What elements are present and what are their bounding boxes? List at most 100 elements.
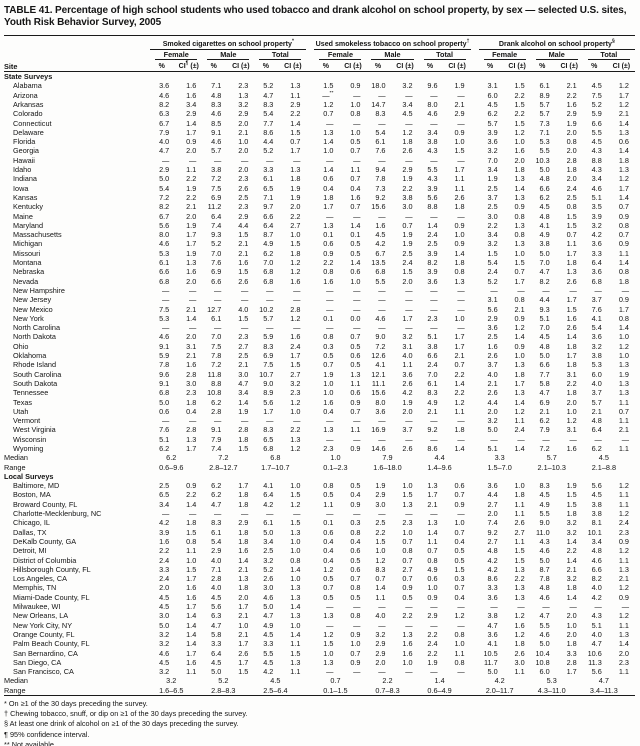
column-gap <box>471 425 479 434</box>
value-cell: 1.7 <box>566 667 577 677</box>
value-cell: 1.0 <box>350 127 361 137</box>
value-cell: 0.8 <box>323 267 334 277</box>
value-cell: 5.3 <box>546 676 557 686</box>
value-cell: 11.3 <box>588 657 602 667</box>
value-cell: — <box>353 295 361 305</box>
value-cell: 2.2 <box>427 648 438 658</box>
value-cell: 5.8 <box>211 629 222 639</box>
value-cell: 1.3 <box>323 425 334 435</box>
value-cell: 3.7 <box>591 388 602 398</box>
value-cell: 0.0 <box>350 313 361 323</box>
column-gap <box>306 490 314 499</box>
value-cell: 4.5 <box>539 202 550 212</box>
value-cell: 4.7 <box>159 146 170 156</box>
value-cell: 0.9 <box>186 481 197 491</box>
value-cell: 1.3 <box>618 564 629 574</box>
value-cell: — <box>490 434 498 444</box>
value-cell: 5.0 <box>487 667 498 677</box>
value-cell: 12.7 <box>207 304 222 314</box>
value-cell: 2.5 <box>487 183 498 193</box>
value-cell: 2.2 <box>487 220 498 230</box>
value-cell: 7.5 <box>159 304 170 314</box>
value-cell: 2.6 <box>402 443 413 453</box>
column-gap <box>306 128 314 137</box>
value-cell: 8.8 <box>427 202 438 212</box>
value-cell: 0.8 <box>514 211 525 221</box>
value-cell: 10.5 <box>483 648 498 658</box>
value-cell: 4.8 <box>539 341 550 351</box>
column-gap <box>306 184 314 193</box>
value-cell: 6.4 <box>263 220 274 230</box>
site-label: Massachusetts <box>13 230 62 240</box>
value-cell: 1.4 <box>454 248 465 258</box>
value-cell: 0.6 <box>427 574 438 584</box>
value-cell: 3.2 <box>263 555 274 565</box>
value-cell: 2.5 <box>238 351 249 361</box>
column-gap <box>306 574 314 583</box>
table-row: Indiana 5.0 2.2 7.2 2.3 6.1 1.8 0.6 0.7 7.8 1.9 4.3… <box>4 174 635 183</box>
column-gap <box>471 444 479 453</box>
value-cell: 2.2 <box>290 425 301 435</box>
value-cell: — <box>542 434 550 444</box>
value-cell: 6.0 <box>591 369 602 379</box>
value-cell: 1.2 <box>514 323 525 333</box>
value-cell: 2.6 <box>402 378 413 388</box>
value-cell: 1.3 <box>427 481 438 491</box>
value-cell: 4.9 <box>539 499 550 509</box>
column-gap <box>306 239 314 248</box>
column-gap <box>471 370 479 379</box>
column-gap <box>306 500 314 509</box>
value-cell: 3.2 <box>487 416 498 426</box>
value-cell: 4.5 <box>487 100 498 109</box>
value-cell: 6.2 <box>539 416 550 426</box>
value-cell: 6.1 <box>159 258 170 268</box>
value-cell: 1.8 <box>238 499 249 509</box>
value-cell: — <box>353 602 361 612</box>
value-cell: — <box>405 285 413 295</box>
value-cell: 0.7 <box>618 202 629 212</box>
value-cell: 1.0 <box>323 378 334 388</box>
value-cell: 0.9 <box>618 592 629 602</box>
value-cell: 2.1–10.3 <box>537 462 566 472</box>
value-cell: 3.2 <box>487 146 498 156</box>
value-cell: — <box>457 602 465 612</box>
value-cell: 2.6 <box>566 323 577 333</box>
value-cell: 1.4 <box>323 137 334 147</box>
site-label: New Orleans, LA <box>13 611 69 621</box>
value-cell: 1.9 <box>566 118 577 128</box>
value-cell: 1.5 <box>402 490 413 500</box>
site-label: Range <box>4 462 26 472</box>
value-cell: — <box>594 285 602 295</box>
value-cell: 3.6 <box>487 137 498 147</box>
value-cell: 1.0 <box>618 351 629 361</box>
value-cell: 3.4 <box>487 230 498 240</box>
value-cell: 7.8 <box>375 174 386 184</box>
value-cell: 6.7 <box>159 118 170 128</box>
value-cell: 6.8 <box>263 267 274 277</box>
value-cell: 2.7 <box>487 536 498 546</box>
value-cell: 1.8 <box>514 369 525 379</box>
value-cell: 2.0 <box>566 397 577 407</box>
value-cell: 7.2 <box>218 453 229 463</box>
value-cell: 0.5 <box>350 137 361 147</box>
value-cell: 7.3 <box>539 118 550 128</box>
column-gap <box>306 676 314 685</box>
value-cell: 1.0 <box>330 453 341 463</box>
table-row: Memphis, TN 2.0 1.6 4.0 1.8 3.0 1.3 0.7 0.8 1.4 0.… <box>4 583 635 592</box>
value-cell: 6.7 <box>375 248 386 258</box>
value-cell: 1.7 <box>514 378 525 388</box>
value-cell: — <box>266 509 274 519</box>
value-cell: 5.0 <box>211 667 222 677</box>
value-cell: 2.0 <box>402 406 413 416</box>
value-cell: 1.0 <box>402 481 413 491</box>
table-row: Michigan 4.6 1.7 5.2 2.1 4.9 1.5 0.6 0.5 4.2 1.9 2.… <box>4 239 635 248</box>
value-cell: — <box>405 211 413 221</box>
value-cell: 2.1 <box>186 304 197 314</box>
value-cell: 1.3 <box>290 611 301 621</box>
value-cell: 2.6 <box>487 388 498 398</box>
site-label: Broward County, FL <box>13 499 78 509</box>
column-gap <box>471 342 479 351</box>
value-cell: 1.4 <box>566 592 577 602</box>
value-cell: 4.5 <box>270 676 281 686</box>
value-cell: 6.0 <box>487 90 498 100</box>
